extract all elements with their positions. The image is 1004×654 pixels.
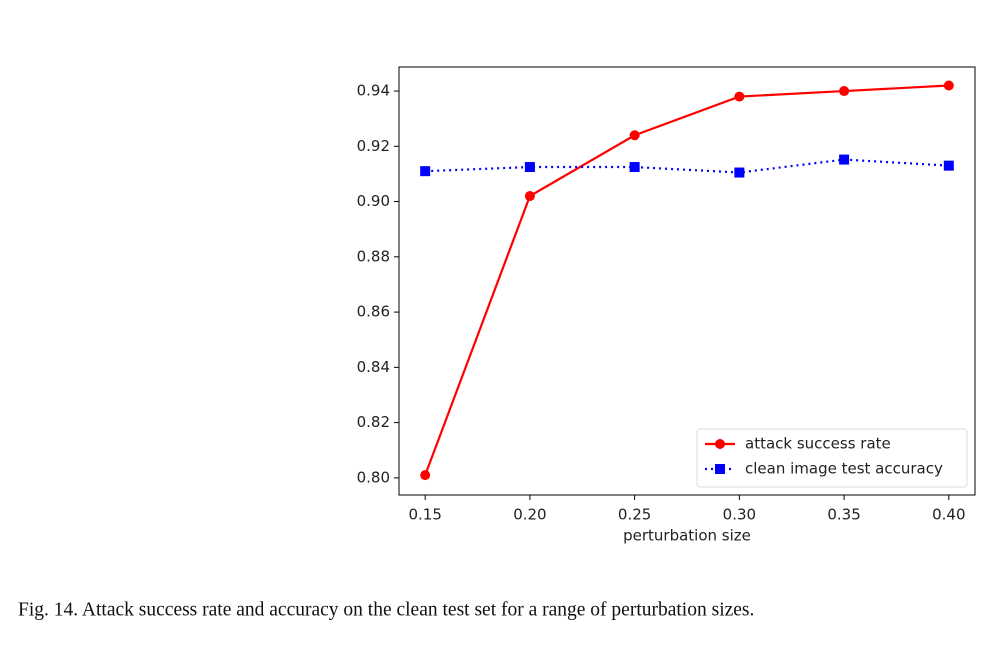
- legend-marker: [715, 439, 725, 449]
- point: [734, 167, 745, 178]
- point: [629, 130, 640, 141]
- x-tick-label: 0.15: [408, 506, 441, 524]
- y-tick-label: 0.80: [357, 468, 390, 486]
- legend-label: attack success rate: [745, 435, 891, 453]
- x-axis-label: perturbation size: [623, 527, 751, 545]
- point: [943, 80, 954, 91]
- point: [524, 162, 535, 173]
- plot-frame: [398, 66, 976, 496]
- x-tick-label: 0.20: [513, 506, 546, 524]
- y-tick-label: 0.92: [357, 137, 390, 155]
- x-tick-label: 0.35: [827, 506, 860, 524]
- point: [734, 91, 745, 102]
- x-tick-label: 0.30: [723, 506, 756, 524]
- x-tick-label: 0.40: [932, 506, 965, 524]
- y-tick-label: 0.90: [357, 192, 390, 210]
- caption: Fig. 14. Attack success rate and accurac…: [18, 599, 754, 620]
- legend-box: [696, 428, 968, 488]
- x-tick-label: 0.25: [618, 506, 651, 524]
- point: [524, 191, 535, 202]
- y-tick-label: 0.84: [357, 358, 390, 376]
- series-line: [425, 158, 949, 174]
- point: [629, 162, 640, 173]
- point: [839, 86, 850, 97]
- y-tick-label: 0.82: [357, 413, 390, 431]
- y-tick-label: 0.86: [357, 303, 390, 321]
- point: [839, 154, 850, 165]
- y-tick-label: 0.94: [357, 82, 390, 100]
- point: [943, 160, 954, 171]
- legend-marker: [715, 464, 725, 474]
- legend-label: clean image test accuracy: [745, 460, 943, 478]
- series-line: [424, 84, 949, 476]
- y-tick-label: 0.88: [357, 247, 390, 265]
- point: [420, 166, 431, 177]
- point: [420, 470, 431, 481]
